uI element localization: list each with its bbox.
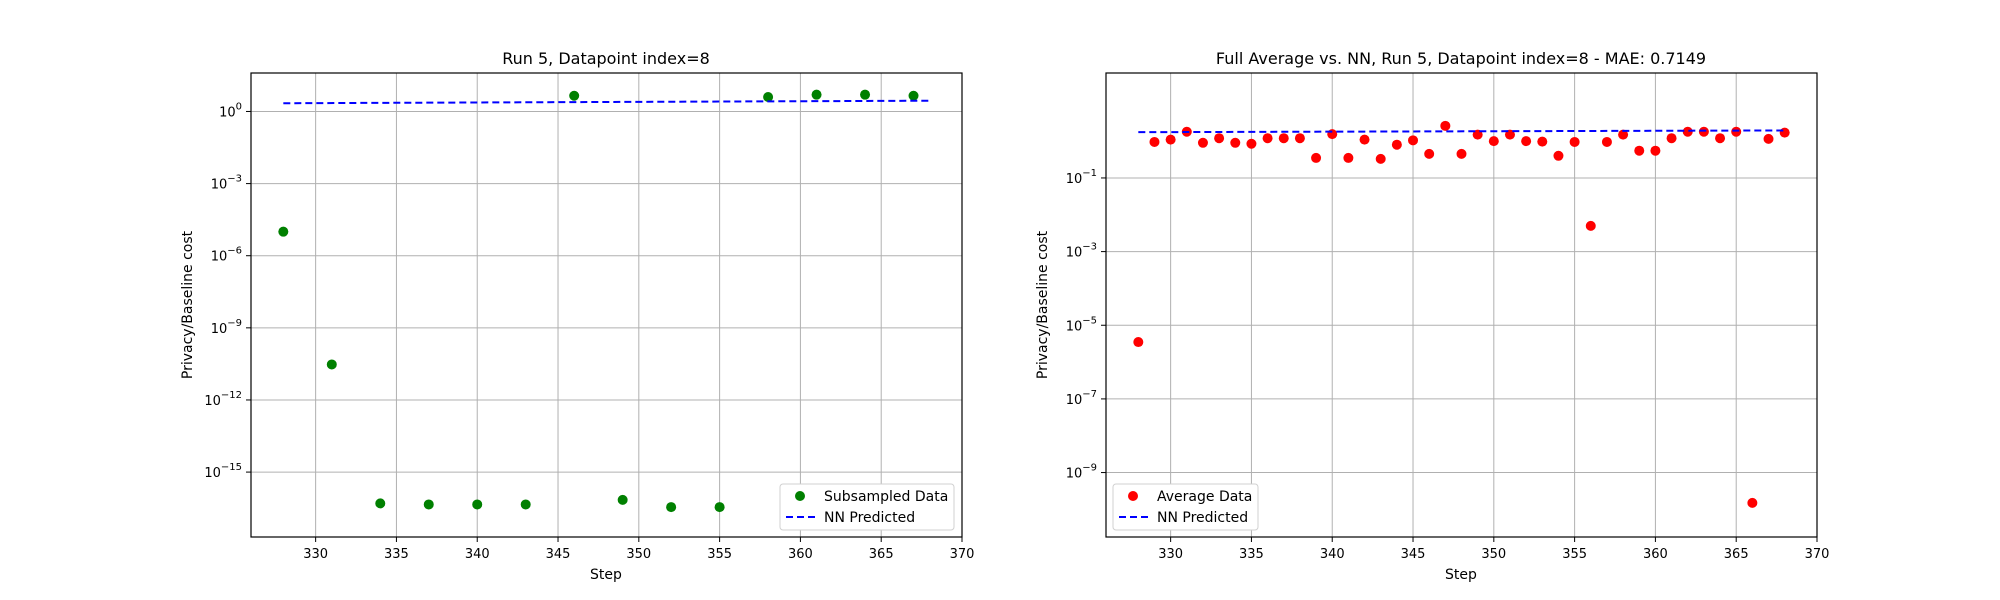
data-point [1359,134,1370,145]
data-point [1553,150,1564,161]
data-point [423,499,434,510]
data-point [1634,145,1645,156]
data-point [1391,139,1402,150]
data-point [326,359,337,370]
x-tick-label: 335 [384,547,409,562]
data-point [472,499,483,510]
data-point [1698,126,1709,137]
data-point [1230,137,1241,148]
grid [1106,73,1818,537]
data-point [1424,148,1435,159]
data-point [1133,337,1144,348]
data-point [1327,129,1338,140]
data-point [1278,133,1289,144]
data-point [1214,133,1225,144]
data-point [1408,135,1419,146]
nn-predicted-line [1138,129,1785,134]
data-point [1488,136,1499,147]
data-point [617,494,628,505]
x-tick-label: 345 [1401,547,1426,562]
data-point [1747,497,1758,508]
x-tick-label: 355 [707,547,732,562]
legend-label-nn-predicted: NN Predicted [1157,510,1248,526]
x-tick-label: 330 [1158,547,1183,562]
chart-title: Run 5, Datapoint index=8 [502,49,710,68]
x-tick-label: 365 [1724,547,1749,562]
data-point [1618,129,1629,140]
x-axis-label: Step [590,567,622,583]
data-point [1246,138,1257,149]
x-tick-label: 350 [626,547,651,562]
series-layer [1133,120,1790,508]
data-point [569,90,580,101]
x-tick-label: 355 [1562,547,1587,562]
data-point [520,499,531,510]
data-point [1731,126,1742,137]
x-tick-label: 365 [869,547,894,562]
legend-label-subsampled: Subsampled Data [824,489,948,505]
data-point [1682,126,1693,137]
legend-marker-subsampled [795,491,805,501]
legend-label-nn-predicted: NN Predicted [824,510,915,526]
data-point [1715,133,1726,144]
subsampled-chart: Run 5, Datapoint index=8 330 335 340 345 350… [180,49,974,583]
legend-marker-average [1128,491,1138,501]
data-point [714,502,725,513]
plot-area [250,72,963,538]
x-tick-label: 360 [788,547,813,562]
legend: Average Data NN Predicted [1112,483,1259,531]
data-point [278,226,289,237]
x-tick-label: 370 [950,547,975,562]
data-point [1779,127,1790,138]
legend-box [779,483,955,531]
data-point [1343,152,1354,163]
data-point [1165,134,1176,145]
data-point [908,90,919,101]
x-tick-label: 370 [1805,547,1830,562]
x-tick-label: 340 [465,547,490,562]
series-layer [278,89,930,513]
legend-label-average: Average Data [1157,489,1252,505]
x-tick-label: 345 [546,547,571,562]
plot-area [1105,72,1818,538]
data-point [1262,133,1273,144]
x-tick-label: 330 [303,547,328,562]
y-axis-label: Privacy/Baseline cost [1035,230,1051,379]
y-axis-label: Privacy/Baseline cost [180,230,196,379]
x-tick-label: 340 [1320,547,1345,562]
x-axis-label: Step [1445,567,1477,583]
x-tick-label: 360 [1643,547,1668,562]
legend-box [1112,483,1259,531]
x-tick-label: 335 [1239,547,1264,562]
data-point [763,91,774,102]
data-point [1569,136,1580,147]
data-point [375,498,386,509]
data-point [1650,145,1661,156]
data-point [1375,153,1386,164]
data-point [1763,133,1774,144]
data-point [1311,152,1322,163]
data-point [860,89,871,100]
data-point [1294,133,1305,144]
x-tick-label: 350 [1481,547,1506,562]
data-point [1456,148,1467,159]
data-point [1666,133,1677,144]
data-point [811,89,822,100]
data-point [1521,136,1532,147]
legend: Subsampled Data NN Predicted [779,483,955,531]
data-point [1440,120,1451,131]
data-point [666,502,677,513]
data-point [1149,136,1160,147]
data-point [1601,136,1612,147]
data-point [1537,136,1548,147]
chart-title: Full Average vs. NN, Run 5, Datapoint in… [1216,49,1706,68]
full-average-chart: Full Average vs. NN, Run 5, Datapoint in… [1035,49,1829,583]
data-point [1197,137,1208,148]
nn-predicted-line [283,99,930,105]
data-point [1585,220,1596,231]
